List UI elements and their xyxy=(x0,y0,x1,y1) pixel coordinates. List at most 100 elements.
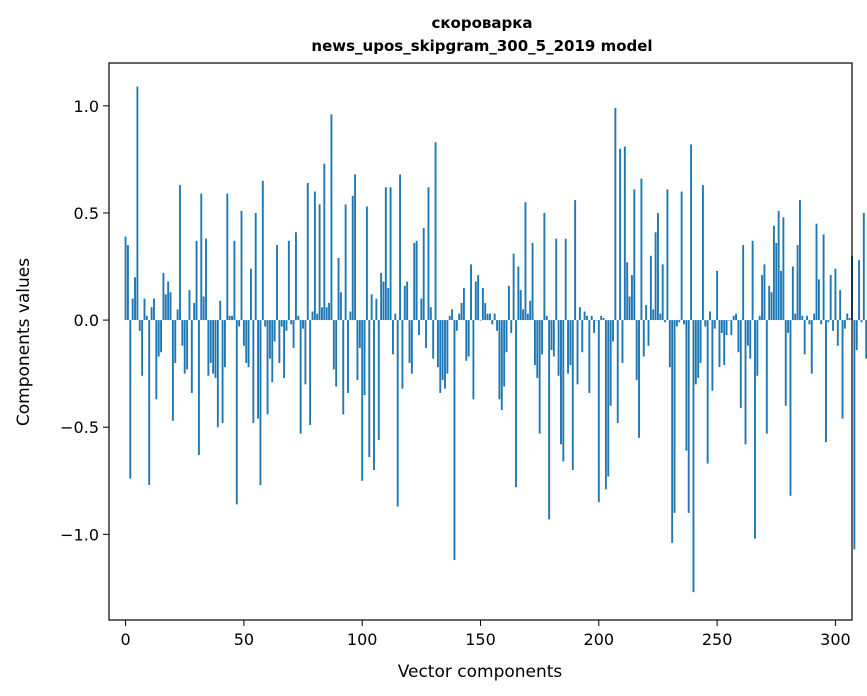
bar xyxy=(403,285,406,321)
bar xyxy=(557,320,560,376)
bar xyxy=(810,320,813,374)
bar xyxy=(701,185,704,321)
bar xyxy=(323,163,326,321)
bar xyxy=(169,292,172,321)
bar xyxy=(254,212,257,321)
bar xyxy=(737,320,740,353)
bar xyxy=(171,320,174,421)
bar xyxy=(813,313,816,321)
y-tick-label: 1.0 xyxy=(74,97,99,116)
bar xyxy=(302,320,304,329)
bar xyxy=(569,320,572,366)
bar xyxy=(252,320,255,423)
bar xyxy=(718,320,721,368)
bar xyxy=(638,320,640,438)
bar xyxy=(829,275,832,321)
bar xyxy=(455,320,458,331)
bar xyxy=(529,300,532,321)
bar xyxy=(746,320,749,346)
bar xyxy=(344,204,347,321)
bar xyxy=(261,180,264,321)
bar xyxy=(330,114,333,321)
bar xyxy=(607,320,610,477)
bar xyxy=(817,279,820,321)
bar xyxy=(855,320,858,351)
bar xyxy=(216,320,219,428)
bar xyxy=(635,320,638,381)
bar xyxy=(583,311,586,321)
bar xyxy=(148,320,151,486)
bar xyxy=(843,320,846,329)
bar xyxy=(730,320,733,336)
bar xyxy=(238,320,241,327)
bar xyxy=(600,315,603,321)
bar xyxy=(472,320,475,400)
bar xyxy=(666,189,669,321)
bar xyxy=(668,320,671,368)
bar xyxy=(640,178,643,321)
chart-title-line1: скороварка xyxy=(431,14,532,32)
bar xyxy=(439,320,442,393)
bar xyxy=(186,320,189,370)
bar xyxy=(626,262,629,321)
bar xyxy=(306,182,309,321)
bar xyxy=(697,320,700,378)
bar xyxy=(380,272,383,321)
bar xyxy=(361,320,364,481)
bar xyxy=(484,302,487,321)
bar xyxy=(768,285,771,321)
bar xyxy=(384,187,387,321)
bar xyxy=(630,275,633,321)
y-tick-label: 0.5 xyxy=(74,204,99,223)
bar xyxy=(316,313,319,321)
bar xyxy=(214,320,217,378)
bar xyxy=(505,320,508,353)
bar xyxy=(772,225,775,321)
bar xyxy=(285,320,288,331)
bar xyxy=(401,320,404,389)
bar xyxy=(709,311,711,321)
bar xyxy=(259,320,262,486)
bar xyxy=(595,320,598,321)
bar xyxy=(363,320,366,396)
bar xyxy=(531,242,534,321)
bar xyxy=(836,320,839,346)
bar xyxy=(576,320,579,385)
bar xyxy=(765,320,768,434)
bar xyxy=(671,320,674,543)
bar xyxy=(226,193,229,321)
bar xyxy=(777,210,780,321)
bar xyxy=(780,270,782,321)
bar xyxy=(685,320,688,451)
bar xyxy=(794,313,797,321)
bar xyxy=(593,320,596,333)
bar xyxy=(394,313,397,321)
bar xyxy=(652,309,655,321)
bar xyxy=(143,298,146,321)
bar xyxy=(661,264,664,321)
x-tick-label: 100 xyxy=(347,630,378,649)
x-tick-label: 250 xyxy=(702,630,733,649)
bar xyxy=(496,320,499,331)
bar xyxy=(470,264,472,321)
bar xyxy=(791,266,794,321)
bar xyxy=(347,320,349,393)
bar xyxy=(436,320,439,368)
bar xyxy=(193,302,196,321)
bar xyxy=(434,142,437,321)
bar xyxy=(616,320,619,423)
bar xyxy=(138,320,141,331)
bar xyxy=(150,307,153,321)
bar xyxy=(543,212,546,321)
bar xyxy=(628,296,631,321)
bar xyxy=(489,313,491,321)
bar xyxy=(538,320,541,434)
bar xyxy=(614,107,617,321)
bar xyxy=(761,275,764,321)
bar xyxy=(825,320,827,443)
x-axis-label: Vector components xyxy=(398,662,563,682)
bar xyxy=(342,320,345,415)
bar xyxy=(756,320,759,376)
bar xyxy=(451,309,454,321)
bar xyxy=(694,320,697,385)
